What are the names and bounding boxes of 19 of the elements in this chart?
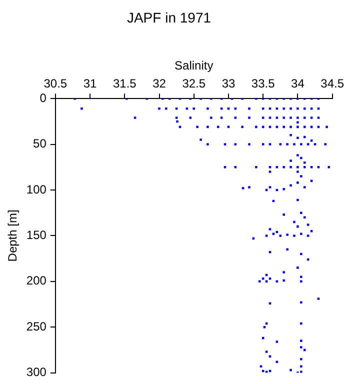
- y-tick-label: 50: [33, 136, 47, 151]
- x-tick-label: 34: [291, 76, 305, 91]
- y-tick-label: 100: [26, 182, 47, 196]
- x-axis-title: Salinity: [174, 58, 214, 72]
- x-tick-label: 31.5: [112, 76, 137, 91]
- x-tick-label: 34.5: [320, 76, 344, 91]
- x-tick-label: 30.5: [44, 76, 68, 91]
- y-tick-label: 150: [26, 228, 47, 242]
- y-axis-title: Depth [m]: [6, 210, 20, 262]
- x-tick-label: 32.5: [182, 76, 206, 91]
- y-tick-label: 200: [26, 274, 47, 288]
- x-tick-label: 33.5: [251, 76, 276, 91]
- x-tick-label: 31: [83, 76, 98, 91]
- y-tick-label: 300: [26, 365, 47, 380]
- y-tick-label: 250: [26, 319, 47, 334]
- x-tick-label: 33: [222, 76, 236, 91]
- x-tick-label: 32: [152, 76, 166, 91]
- chart-title: JAPF in 1971: [126, 9, 212, 26]
- y-tick-label: 0: [40, 90, 47, 105]
